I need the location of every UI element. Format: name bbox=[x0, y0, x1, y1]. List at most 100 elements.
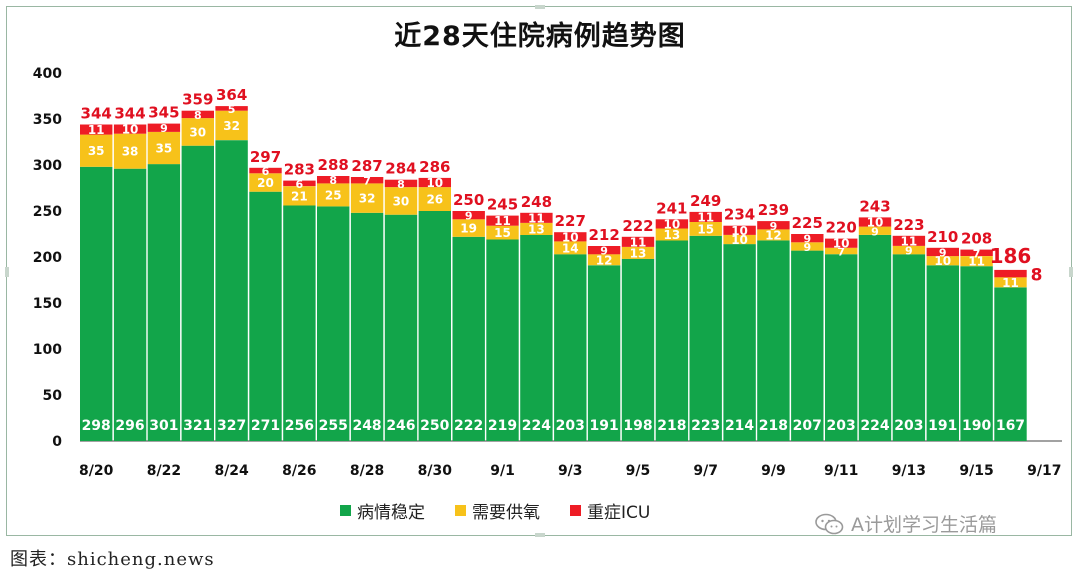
data-label: 11 bbox=[968, 255, 985, 269]
data-label: 203 bbox=[894, 418, 923, 434]
legend-swatch-stable bbox=[340, 505, 351, 516]
bar-segment bbox=[723, 225, 756, 235]
data-label: 35 bbox=[88, 144, 105, 158]
data-label: 7 bbox=[973, 247, 981, 260]
bar-segment bbox=[655, 219, 689, 229]
data-label: 32 bbox=[359, 192, 376, 206]
data-label: 8 bbox=[329, 174, 337, 187]
data-label: 248 bbox=[352, 418, 381, 434]
bar-segment bbox=[283, 180, 316, 187]
data-label: 218 bbox=[759, 418, 788, 434]
data-label: 203 bbox=[556, 418, 585, 434]
bar-segment bbox=[960, 256, 993, 267]
data-label: 219 bbox=[488, 418, 517, 434]
bar-segment bbox=[791, 234, 824, 243]
total-label: 283 bbox=[284, 161, 315, 179]
x-tick-label: 8/26 bbox=[282, 463, 316, 479]
bar-segment bbox=[723, 234, 756, 245]
bar-segment bbox=[926, 265, 959, 441]
data-label: 9 bbox=[939, 246, 947, 259]
total-label: 222 bbox=[622, 217, 653, 235]
data-label: 12 bbox=[596, 253, 613, 267]
bar-segment bbox=[80, 166, 113, 442]
bar-segment bbox=[317, 183, 350, 207]
y-tick-label: 50 bbox=[43, 388, 63, 404]
resize-handle-bottom[interactable] bbox=[535, 533, 545, 537]
data-label: 11 bbox=[88, 123, 105, 137]
total-label: 344 bbox=[81, 105, 112, 123]
bar-segment bbox=[181, 110, 214, 119]
bar-segment bbox=[147, 123, 181, 132]
x-tick-label: 9/13 bbox=[892, 463, 926, 479]
data-label: 30 bbox=[189, 125, 206, 139]
bar-segment bbox=[452, 219, 485, 237]
resize-handle-left[interactable] bbox=[5, 267, 9, 277]
data-label: 218 bbox=[657, 418, 686, 434]
bar-segment bbox=[621, 258, 655, 441]
data-label: 214 bbox=[725, 418, 754, 434]
data-label: 250 bbox=[420, 418, 449, 434]
bar-segment bbox=[791, 242, 824, 251]
data-label: 9 bbox=[803, 233, 811, 246]
data-label: 6 bbox=[296, 178, 304, 191]
total-label: 220 bbox=[825, 219, 856, 237]
data-label: 207 bbox=[793, 418, 822, 434]
bar-segment bbox=[858, 226, 892, 235]
y-tick-label: 150 bbox=[33, 296, 62, 312]
data-label: 15 bbox=[697, 222, 714, 236]
bar-segment bbox=[452, 211, 485, 220]
data-label: 8 bbox=[194, 109, 202, 122]
bar-segment bbox=[350, 183, 384, 213]
bar-segment bbox=[486, 225, 519, 240]
data-label: 13 bbox=[663, 228, 680, 242]
data-label: 35 bbox=[156, 141, 173, 155]
x-tick-label: 8/20 bbox=[79, 463, 114, 479]
data-label: 9 bbox=[871, 225, 879, 238]
data-label: 25 bbox=[325, 188, 342, 202]
bar-segment bbox=[587, 246, 621, 255]
data-label: 224 bbox=[860, 418, 889, 434]
total-label: 286 bbox=[419, 158, 450, 176]
data-label: 9 bbox=[160, 122, 168, 135]
total-label: 243 bbox=[859, 197, 890, 215]
x-tick-label: 8/24 bbox=[214, 463, 249, 479]
data-label: 13 bbox=[630, 246, 647, 260]
bar-segment bbox=[317, 206, 350, 441]
data-label: 10 bbox=[934, 254, 951, 268]
resize-handle-top[interactable] bbox=[535, 5, 545, 9]
wechat-icon bbox=[815, 513, 844, 534]
bar-segment bbox=[689, 235, 722, 441]
total-label: 208 bbox=[961, 230, 992, 248]
bar-segment bbox=[960, 266, 993, 441]
bar-segment bbox=[283, 205, 316, 441]
bar-segment bbox=[215, 106, 248, 111]
data-label: 296 bbox=[115, 418, 144, 434]
bar-segment bbox=[80, 124, 113, 135]
legend-item-stable: 病情稳定 bbox=[340, 498, 425, 523]
bar-segment bbox=[892, 235, 926, 246]
data-label: 191 bbox=[928, 418, 957, 434]
bar-segment bbox=[181, 145, 214, 441]
total-label: 245 bbox=[487, 196, 518, 214]
bar-segment bbox=[825, 247, 858, 255]
legend-label-oxygen: 需要供氧 bbox=[472, 503, 540, 523]
total-label: 249 bbox=[690, 192, 721, 210]
total-label: 364 bbox=[216, 86, 247, 104]
bar-segment bbox=[554, 232, 587, 242]
data-label: 222 bbox=[454, 418, 483, 434]
x-tick-label: 9/9 bbox=[761, 463, 786, 479]
total-label: 345 bbox=[148, 104, 179, 122]
resize-handle-right[interactable] bbox=[1069, 267, 1073, 277]
bar-segment bbox=[113, 124, 147, 134]
data-label: 7 bbox=[363, 175, 371, 188]
bar-segment bbox=[147, 131, 181, 165]
data-label: 8 bbox=[397, 178, 405, 191]
source-caption: 图表：shicheng.news bbox=[10, 549, 215, 570]
data-label: 10 bbox=[122, 123, 139, 137]
total-label: 212 bbox=[588, 226, 619, 244]
x-tick-label: 9/11 bbox=[824, 463, 858, 479]
bar-segment bbox=[113, 168, 147, 441]
total-label: 241 bbox=[656, 199, 687, 217]
total-label: 287 bbox=[351, 157, 382, 175]
x-tick-label: 9/7 bbox=[693, 463, 718, 479]
